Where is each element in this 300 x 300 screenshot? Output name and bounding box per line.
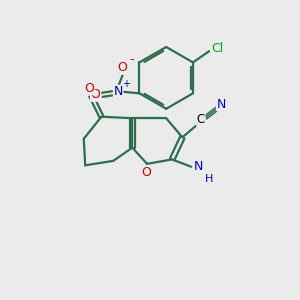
Text: Cl: Cl xyxy=(211,42,224,55)
Text: +: + xyxy=(122,79,130,88)
Text: N: N xyxy=(113,85,123,98)
Text: C: C xyxy=(197,113,205,126)
Text: H: H xyxy=(205,174,214,184)
Text: N: N xyxy=(217,98,226,111)
Text: -: - xyxy=(130,53,134,66)
Text: O: O xyxy=(118,61,128,74)
Text: O: O xyxy=(142,166,152,178)
Text: N: N xyxy=(194,160,203,173)
Text: O: O xyxy=(85,82,94,95)
Text: O: O xyxy=(91,88,100,101)
